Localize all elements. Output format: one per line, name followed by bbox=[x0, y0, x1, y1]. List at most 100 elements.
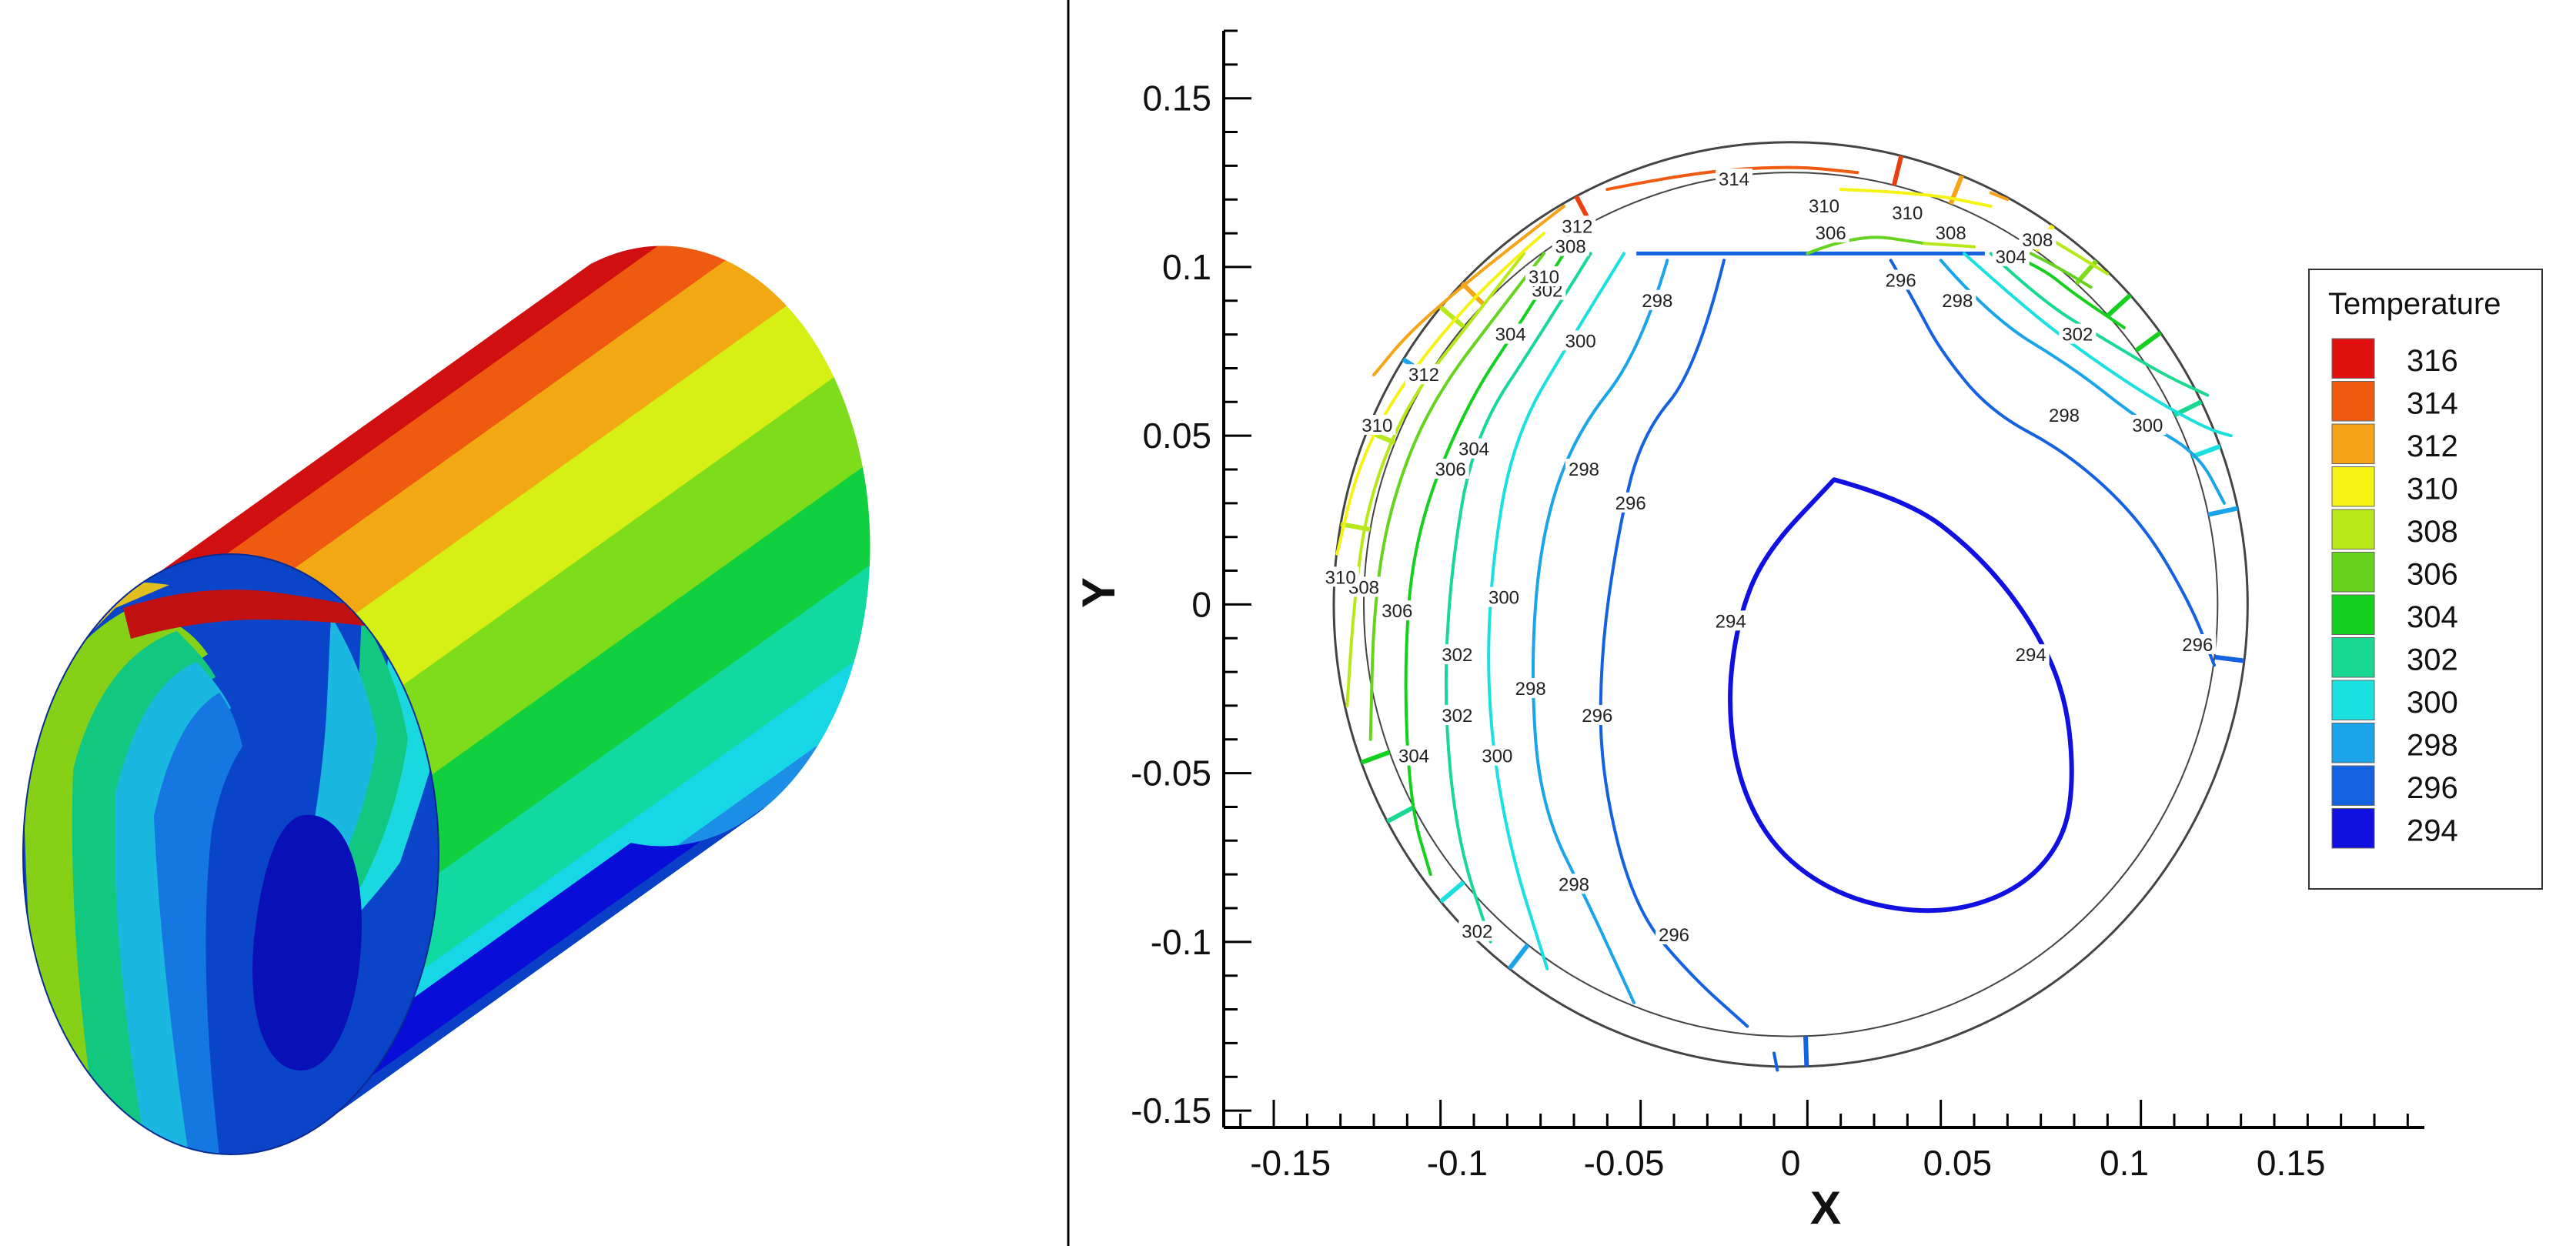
contour-line-296 bbox=[1772, 1051, 1779, 1072]
contour-label-bg bbox=[1405, 364, 1442, 385]
contour-label: 312 bbox=[1408, 365, 1439, 386]
contour-line-312 bbox=[1372, 205, 1565, 377]
boundary-mesh-line bbox=[2106, 293, 2132, 318]
contour-label-bg bbox=[1378, 600, 1416, 621]
contour-label: 306 bbox=[1816, 223, 1846, 244]
x-tick-label: 0 bbox=[1781, 1143, 1801, 1183]
contour-label-bg bbox=[1492, 323, 1529, 344]
legend-label: 304 bbox=[2407, 600, 2458, 634]
contour-label: 296 bbox=[2182, 635, 2213, 656]
boundary-mesh-line bbox=[1460, 281, 1485, 306]
contour-label-bg bbox=[1552, 236, 1589, 256]
contour-label: 300 bbox=[2132, 416, 2163, 436]
contour-label: 304 bbox=[1398, 747, 1429, 767]
legend-label: 316 bbox=[2407, 344, 2458, 378]
face-blue-band bbox=[154, 693, 242, 1154]
legend-title: Temperature bbox=[2328, 287, 2501, 321]
contour-label-bg bbox=[2046, 404, 2083, 425]
contour-label: 310 bbox=[1892, 203, 1923, 224]
contour-label-bg bbox=[1432, 459, 1469, 479]
contour-label: 308 bbox=[2022, 230, 2053, 251]
contour-label: 298 bbox=[1559, 874, 1589, 895]
contour-label: 308 bbox=[1555, 237, 1586, 258]
face-top-red bbox=[123, 590, 400, 639]
axes: -0.15 -0.1 -0.05 0 0.05 0.1 0.15 0.15 0.1 0.05 0 -0… bbox=[1131, 29, 2424, 1183]
contour-label: 302 bbox=[1442, 706, 1472, 727]
contour-label-bg bbox=[1478, 745, 1516, 766]
legend-swatch bbox=[2331, 808, 2375, 849]
x-axis-title: X bbox=[1810, 1182, 1841, 1234]
contour-line-308 bbox=[1923, 242, 1976, 249]
contour-label-bg bbox=[2129, 415, 2167, 435]
contour-label-bg bbox=[1889, 202, 1926, 222]
contour-label-bg bbox=[1579, 705, 1616, 726]
legend-swatch bbox=[2331, 723, 2375, 763]
contour-label-bg bbox=[1485, 586, 1522, 607]
y-tick-label: -0.05 bbox=[1131, 753, 1211, 793]
contour-label: 310 bbox=[1325, 567, 1356, 588]
contour-label-bg bbox=[1932, 222, 1970, 243]
y-tick-label: 0 bbox=[1191, 584, 1211, 624]
contour-label-bg bbox=[1458, 920, 1496, 941]
contour-label: 296 bbox=[1615, 493, 1646, 514]
legend-swatch bbox=[2331, 680, 2375, 720]
y-tick-label: 0.15 bbox=[1142, 79, 1211, 119]
contour-label-bg bbox=[1455, 438, 1492, 459]
contour-line-302 bbox=[1444, 252, 1592, 944]
contour-label: 308 bbox=[1936, 223, 1966, 244]
contour-line-312 bbox=[1989, 191, 2010, 202]
contour-label-bg bbox=[1512, 678, 1549, 698]
legend-label: 312 bbox=[2407, 429, 2458, 463]
contour-label: 296 bbox=[1659, 925, 1689, 946]
contour-label: 306 bbox=[1382, 601, 1412, 622]
contour-line-300 bbox=[1963, 252, 2233, 438]
boundary-mesh-line bbox=[1438, 305, 1465, 329]
legend-swatch bbox=[2331, 509, 2375, 550]
contour-label-bg bbox=[2019, 229, 2056, 249]
contour-label: 300 bbox=[1482, 747, 1512, 767]
x-tick-label: -0.05 bbox=[1584, 1143, 1665, 1183]
contour-line-306 bbox=[2029, 252, 2093, 289]
boundary-mesh-line bbox=[2190, 444, 2221, 459]
contour-label-bg bbox=[1358, 415, 1396, 435]
boundary-mesh-line bbox=[2207, 506, 2238, 517]
contour-label: 314 bbox=[1719, 169, 1749, 190]
legend-label: 294 bbox=[2407, 813, 2458, 847]
legend-swatch bbox=[2331, 594, 2375, 635]
legend-label: 306 bbox=[2407, 557, 2458, 591]
contour-label: 310 bbox=[1529, 267, 1559, 288]
contour-label-bg bbox=[1612, 492, 1649, 513]
contour-label: 298 bbox=[1515, 679, 1546, 700]
contour-label-bg bbox=[1525, 266, 1562, 287]
contour-line-296 bbox=[1889, 259, 2216, 667]
cylinder-3d-render bbox=[22, 246, 870, 1155]
contour-label: 300 bbox=[1488, 588, 1519, 609]
boundary-mesh-line bbox=[1438, 880, 1465, 904]
y-tick-label: -0.1 bbox=[1151, 922, 1211, 962]
cylinder-end-face bbox=[23, 554, 439, 1154]
boundary-mesh-line bbox=[2213, 654, 2245, 663]
contour-label: 296 bbox=[1886, 270, 1916, 291]
face-outline bbox=[22, 553, 439, 1155]
contour-label-bg bbox=[1882, 269, 1919, 290]
contour-label-bg bbox=[1992, 246, 2030, 266]
legend-swatch bbox=[2331, 765, 2375, 806]
contour-label: 310 bbox=[1809, 196, 1839, 217]
contour-label-bg bbox=[1321, 566, 1359, 587]
legend-label: 314 bbox=[2407, 386, 2458, 420]
legend-swatch bbox=[2331, 423, 2375, 464]
contour-label-bg bbox=[1656, 924, 1692, 945]
contour-label: 298 bbox=[1642, 291, 1672, 312]
boundary-mesh-line bbox=[1891, 155, 1904, 186]
legend: Temperature 316 314 312 310 308 306 304 302 300 2… bbox=[2308, 269, 2543, 890]
contour-label-bg bbox=[1639, 289, 1676, 310]
contour-label-bg bbox=[1806, 195, 1843, 215]
contour-label: 310 bbox=[1362, 416, 1392, 436]
legend-swatch bbox=[2331, 552, 2375, 593]
contour-label: 296 bbox=[1582, 706, 1612, 727]
contour-line-310 bbox=[1839, 188, 1993, 208]
contour-label: 302 bbox=[1442, 645, 1472, 666]
contour-label-bg bbox=[1562, 330, 1599, 351]
face-green-band bbox=[23, 608, 208, 1154]
y-tick-label: 0.05 bbox=[1142, 416, 1211, 456]
